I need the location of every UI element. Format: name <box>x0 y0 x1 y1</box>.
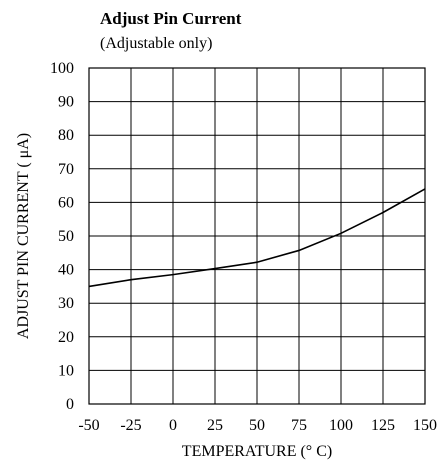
x-tick-label: 100 <box>329 417 353 434</box>
plot-frame <box>88 67 426 405</box>
y-tick-label: 90 <box>58 94 74 111</box>
series-line <box>88 188 426 288</box>
y-tick-label: 20 <box>58 329 74 346</box>
chart-title: Adjust Pin Current <box>100 9 242 28</box>
y-tick-label: 30 <box>58 295 74 312</box>
x-tick-label: 75 <box>291 417 307 434</box>
x-tick-label: 125 <box>371 417 395 434</box>
x-tick-label: 0 <box>169 417 177 434</box>
x-tick-label: 25 <box>207 417 223 434</box>
y-tick-label: 80 <box>58 127 74 144</box>
x-tick-label: 150 <box>413 417 437 434</box>
x-axis-ticks: -50 -25 0 25 50 75 100 125 150 <box>78 417 437 434</box>
x-tick-label: -50 <box>78 417 99 434</box>
y-tick-label: 50 <box>58 228 74 245</box>
x-axis-label: TEMPERATURE (° C) <box>182 443 332 460</box>
y-axis-label: ADJUST PIN CURRENT ( μA) <box>15 133 32 339</box>
x-tick-label: 50 <box>249 417 265 434</box>
y-tick-label: 10 <box>58 362 74 379</box>
y-tick-label: 40 <box>58 262 74 279</box>
y-tick-label: 60 <box>58 194 74 211</box>
y-tick-label: 0 <box>66 396 74 413</box>
y-tick-label: 100 <box>50 60 74 77</box>
chart-subtitle: (Adjustable only) <box>100 35 212 52</box>
grid <box>88 67 426 405</box>
y-axis-ticks: 0 10 20 30 40 50 60 70 80 90 100 <box>50 60 74 413</box>
y-tick-label: 70 <box>58 161 74 178</box>
x-tick-label: -25 <box>120 417 141 434</box>
